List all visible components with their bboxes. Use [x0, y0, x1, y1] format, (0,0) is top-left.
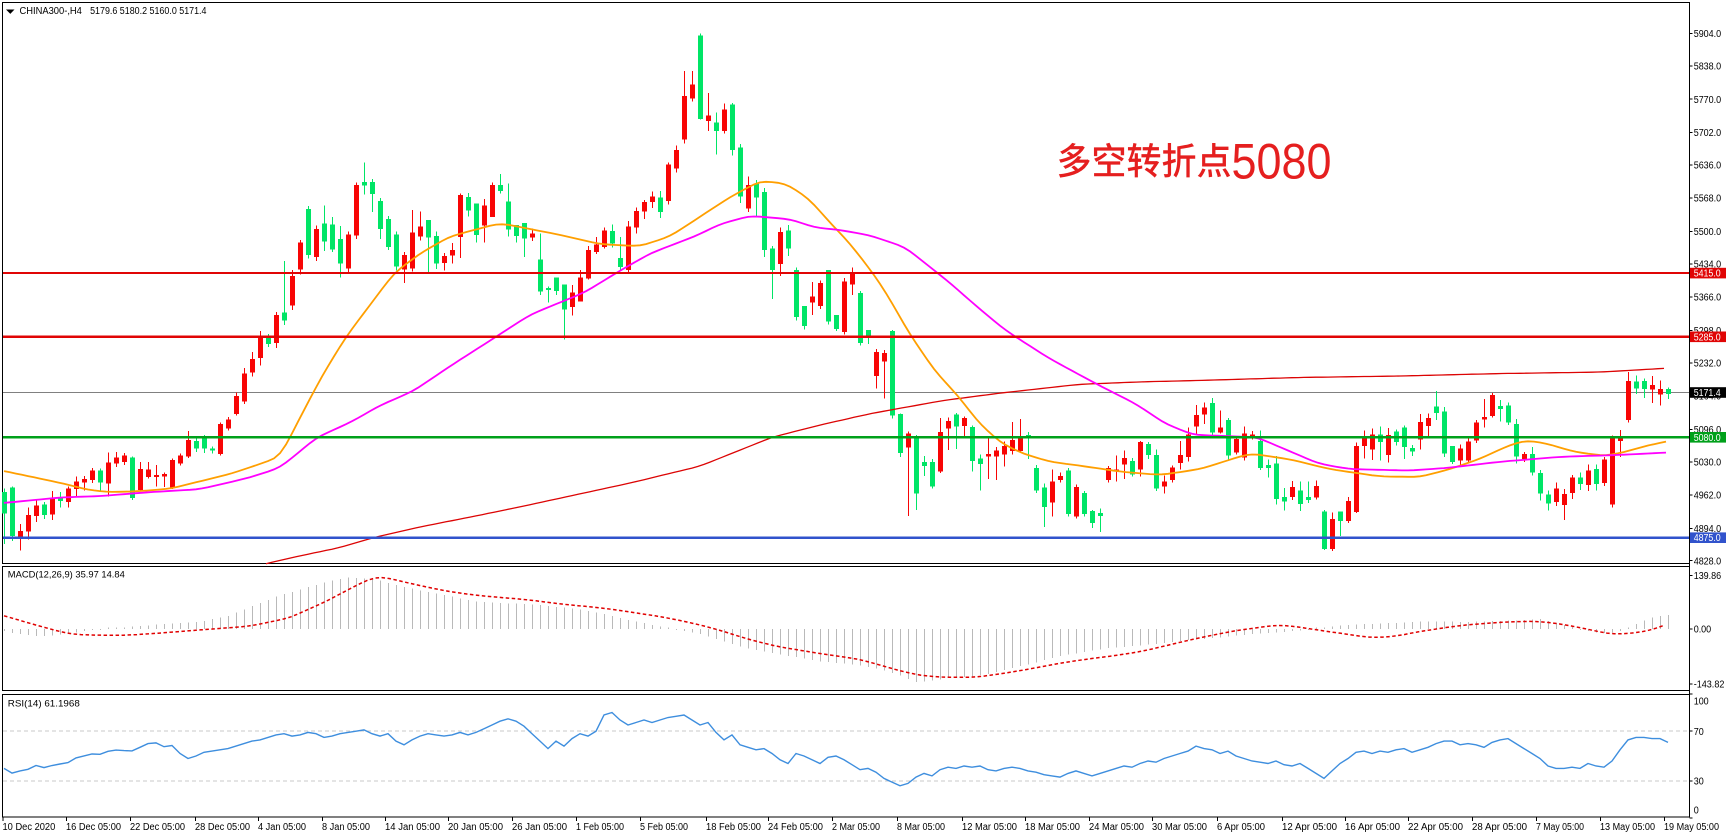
svg-text:139.86: 139.86 — [1694, 571, 1722, 582]
svg-text:MACD(12,26,9) 35.97 14.84: MACD(12,26,9) 35.97 14.84 — [8, 569, 125, 580]
svg-text:4894.0: 4894.0 — [1694, 524, 1722, 535]
svg-text:4828.0: 4828.0 — [1694, 556, 1722, 567]
svg-text:5568.0: 5568.0 — [1694, 194, 1722, 205]
svg-text:8 Jan 05:00: 8 Jan 05:00 — [322, 822, 370, 833]
svg-text:5171.4: 5171.4 — [1694, 388, 1721, 399]
svg-text:18 Mar 05:00: 18 Mar 05:00 — [1025, 822, 1080, 833]
svg-text:30 Mar 05:00: 30 Mar 05:00 — [1152, 822, 1207, 833]
svg-text:5096.0: 5096.0 — [1694, 425, 1722, 436]
svg-text:16 Apr 05:00: 16 Apr 05:00 — [1345, 822, 1400, 833]
svg-text:14 Jan 05:00: 14 Jan 05:00 — [385, 822, 440, 833]
svg-text:5415.0: 5415.0 — [1694, 269, 1721, 280]
svg-text:4962.0: 4962.0 — [1694, 491, 1722, 502]
svg-text:RSI(14) 61.1968: RSI(14) 61.1968 — [8, 698, 80, 709]
svg-text:2 Mar 05:00: 2 Mar 05:00 — [832, 822, 880, 833]
svg-text:5702.0: 5702.0 — [1694, 128, 1722, 139]
svg-text:5904.0: 5904.0 — [1694, 29, 1722, 40]
svg-text:4875.0: 4875.0 — [1694, 533, 1721, 544]
svg-text:5838.0: 5838.0 — [1694, 61, 1722, 72]
svg-text:5366.0: 5366.0 — [1694, 293, 1722, 304]
svg-text:19 May 05:00: 19 May 05:00 — [1664, 822, 1719, 833]
svg-text:5500.0: 5500.0 — [1694, 227, 1722, 238]
svg-text:8 Mar 05:00: 8 Mar 05:00 — [897, 822, 945, 833]
svg-text:5080.0: 5080.0 — [1694, 433, 1721, 444]
svg-text:5770.0: 5770.0 — [1694, 95, 1722, 106]
svg-text:70: 70 — [1694, 727, 1704, 738]
svg-text:30: 30 — [1694, 777, 1704, 788]
svg-text:0: 0 — [1694, 806, 1699, 817]
svg-text:26 Jan 05:00: 26 Jan 05:00 — [512, 822, 567, 833]
svg-text:6 Apr 05:00: 6 Apr 05:00 — [1217, 822, 1265, 833]
svg-text:5434.0: 5434.0 — [1694, 259, 1722, 270]
svg-text:0.00: 0.00 — [1694, 624, 1712, 635]
svg-text:5285.0: 5285.0 — [1694, 332, 1721, 343]
svg-text:-143.82: -143.82 — [1694, 679, 1725, 690]
svg-text:100: 100 — [1694, 697, 1709, 708]
svg-text:24 Feb 05:00: 24 Feb 05:00 — [768, 822, 823, 833]
svg-text:12 Apr 05:00: 12 Apr 05:00 — [1282, 822, 1337, 833]
svg-text:28 Dec 05:00: 28 Dec 05:00 — [195, 822, 250, 833]
svg-text:20 Jan 05:00: 20 Jan 05:00 — [448, 822, 503, 833]
svg-text:22 Apr 05:00: 22 Apr 05:00 — [1408, 822, 1463, 833]
svg-text:1 Feb 05:00: 1 Feb 05:00 — [576, 822, 624, 833]
svg-text:5179.6 5180.2 5160.0 5171.4: 5179.6 5180.2 5160.0 5171.4 — [90, 6, 207, 17]
svg-text:5636.0: 5636.0 — [1694, 160, 1722, 171]
svg-text:5080: 5080 — [1232, 133, 1332, 189]
svg-text:18 Feb 05:00: 18 Feb 05:00 — [706, 822, 761, 833]
svg-text:12 Mar 05:00: 12 Mar 05:00 — [962, 822, 1017, 833]
svg-text:7 May 05:00: 7 May 05:00 — [1536, 822, 1584, 833]
svg-text:10 Dec 2020: 10 Dec 2020 — [3, 822, 56, 833]
svg-text:22 Dec 05:00: 22 Dec 05:00 — [130, 822, 185, 833]
svg-text:CHINA300-,H4: CHINA300-,H4 — [20, 6, 83, 17]
svg-text:28 Apr 05:00: 28 Apr 05:00 — [1472, 822, 1527, 833]
svg-text:5030.0: 5030.0 — [1694, 457, 1722, 468]
svg-text:13 May 05:00: 13 May 05:00 — [1600, 822, 1655, 833]
svg-text:16 Dec 05:00: 16 Dec 05:00 — [66, 822, 121, 833]
svg-text:5 Feb 05:00: 5 Feb 05:00 — [640, 822, 688, 833]
svg-text:24 Mar 05:00: 24 Mar 05:00 — [1089, 822, 1144, 833]
svg-text:5232.0: 5232.0 — [1694, 358, 1722, 369]
svg-text:4 Jan 05:00: 4 Jan 05:00 — [258, 822, 306, 833]
